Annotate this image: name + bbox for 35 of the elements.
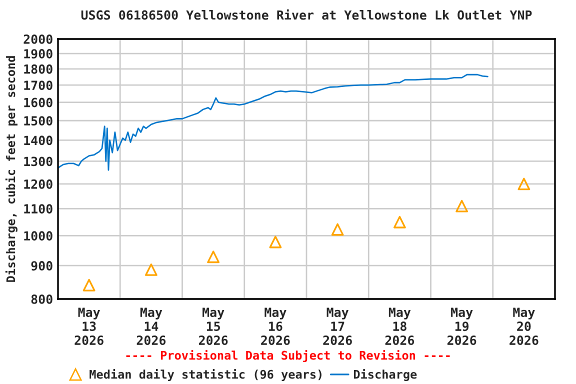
y-tick-label: 1100 <box>24 204 52 214</box>
y-tick-label: 1200 <box>24 179 52 189</box>
x-tick-label: May 20 2026 <box>510 308 538 346</box>
y-tick-label: 1600 <box>24 98 52 108</box>
point <box>518 178 530 190</box>
x-tick-label: May 15 2026 <box>198 308 228 346</box>
point <box>331 223 344 236</box>
y-tick-label: 2000 <box>24 34 52 44</box>
x-tick-label: May 19 2026 <box>447 308 476 346</box>
x-tick-label: May 14 2026 <box>136 308 166 346</box>
point <box>456 200 468 212</box>
point <box>393 216 406 228</box>
y-tick-label: 1700 <box>24 80 52 90</box>
point <box>82 278 96 292</box>
x-tick-label: May 17 2026 <box>323 308 352 346</box>
y-tick-label: 800 <box>31 294 52 304</box>
y-tick-label: 1800 <box>24 64 52 74</box>
x-tick-label: May 13 2026 <box>74 308 104 346</box>
y-tick-label: 900 <box>31 261 52 271</box>
x-tick-label: May 18 2026 <box>385 308 414 346</box>
legend-label: Discharge <box>354 369 417 382</box>
text: ---- Provisional Data Subject to Revision ---- <box>126 350 450 362</box>
legend-label: Median daily statistic (96 years) <box>90 369 322 382</box>
y-tick-label: 1400 <box>24 136 52 146</box>
y-axis-title: Discharge, cubic feet per second <box>5 56 18 282</box>
y-tick-label: 1500 <box>24 116 52 126</box>
point <box>269 236 282 248</box>
point <box>144 263 158 276</box>
line-series <box>58 74 488 171</box>
y-tick-label: 1300 <box>24 156 52 166</box>
x-tick-label: May 16 2026 <box>261 308 290 346</box>
point <box>207 250 220 264</box>
y-tick-label: 1900 <box>24 49 52 59</box>
y-tick-label: 1000 <box>24 231 52 241</box>
chart-title: USGS 06186500 Yellowstone River at Yellowstone Lk Outlet YNP <box>81 9 532 20</box>
